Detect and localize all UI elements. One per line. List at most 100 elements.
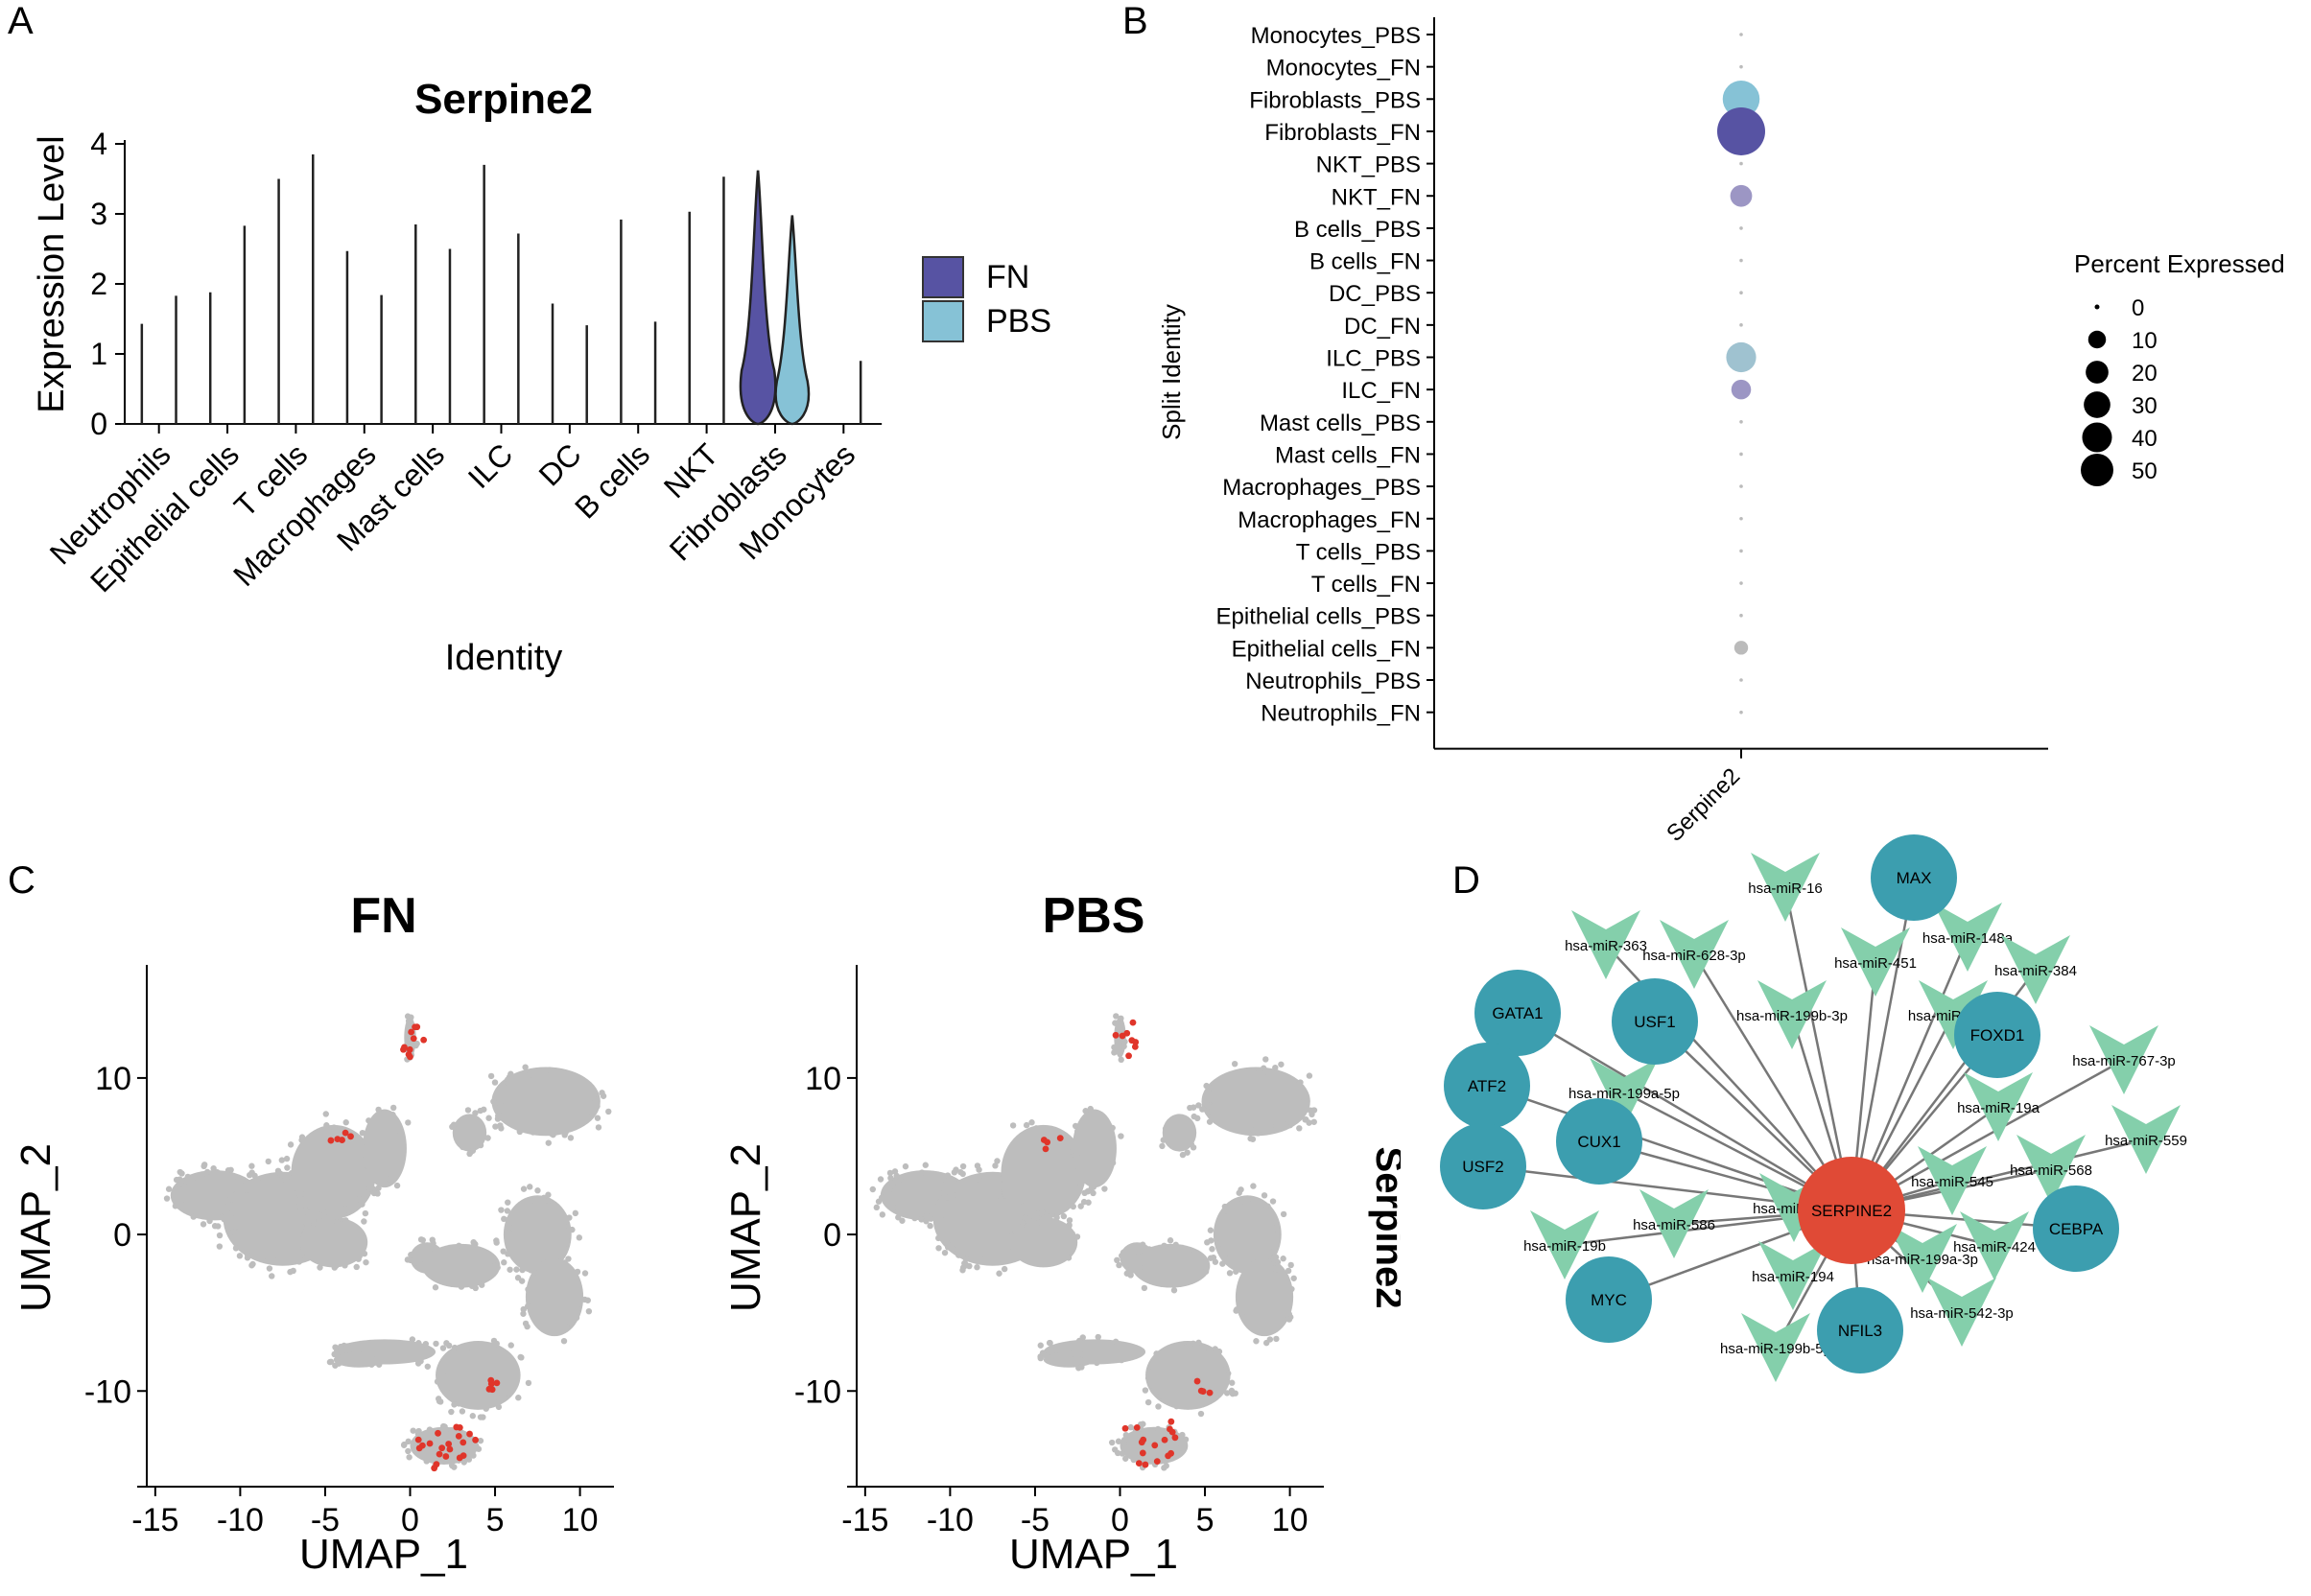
network-mirna-label: hsa-miR-199a-5p bbox=[1568, 1086, 1680, 1102]
umap-cell-point bbox=[278, 1157, 286, 1163]
umap-cell-point bbox=[464, 1107, 472, 1114]
umap-cell-point bbox=[520, 1305, 527, 1313]
umap-cell-point bbox=[1012, 1228, 1020, 1235]
umap-expressing-point bbox=[347, 1133, 354, 1140]
umap-cell-point bbox=[342, 1262, 348, 1269]
umap-cell-point bbox=[516, 1128, 524, 1136]
network-tf-node bbox=[1954, 992, 2040, 1078]
umap-cell-point bbox=[214, 1168, 221, 1176]
dot-size-legend-label: 10 bbox=[2132, 328, 2158, 354]
network-mirna-node bbox=[1741, 1313, 1810, 1382]
umap-cell-point bbox=[432, 1284, 439, 1291]
umap-cell-point bbox=[1112, 1338, 1120, 1346]
umap-cell-point bbox=[1082, 1108, 1089, 1115]
umap-cell-point bbox=[1255, 1130, 1262, 1137]
umap-cell-cluster bbox=[1043, 1351, 1095, 1368]
umap-cell-point bbox=[545, 1197, 553, 1205]
panel-letter-a: A bbox=[8, 0, 34, 42]
umap-cell-point bbox=[962, 1256, 970, 1262]
umap-cell-point bbox=[475, 1445, 483, 1452]
umap-expressing-point bbox=[1042, 1145, 1049, 1153]
umap-expressing-point bbox=[1139, 1449, 1146, 1457]
umap-cell-point bbox=[1002, 1249, 1010, 1256]
umap-ylabel: UMAP_2 bbox=[722, 1143, 769, 1312]
umap-cell-point bbox=[899, 1217, 906, 1224]
umap-cell-point bbox=[927, 1222, 933, 1230]
umap-cell-point bbox=[1095, 1176, 1101, 1184]
network-mirna-node bbox=[1530, 1210, 1599, 1279]
umap-cell-point bbox=[518, 1278, 526, 1284]
umap-cell-point bbox=[458, 1283, 465, 1290]
umap-cell-point bbox=[1115, 1438, 1122, 1444]
umap-cell-point bbox=[1118, 1056, 1124, 1064]
umap-cell-point bbox=[210, 1164, 217, 1172]
umap-expressing-point bbox=[485, 1385, 493, 1393]
umap-cell-point bbox=[295, 1199, 303, 1206]
umap-cell-point bbox=[519, 1266, 526, 1274]
network-tf-label: MYC bbox=[1591, 1291, 1627, 1309]
dot-size-legend-circle bbox=[2094, 304, 2100, 310]
umap-cell-point bbox=[997, 1176, 1003, 1183]
dot-y-tick-label: Mast cells_PBS bbox=[1260, 411, 1421, 436]
network-tf-label: USF2 bbox=[1462, 1158, 1503, 1176]
umap-cell-point bbox=[1016, 1224, 1023, 1231]
umap-cell-point bbox=[1212, 1346, 1218, 1352]
umap-cell-point bbox=[1269, 1198, 1277, 1205]
umap-cell-point bbox=[1178, 1444, 1185, 1451]
umap-cell-point bbox=[1157, 1393, 1164, 1399]
umap-cell-point bbox=[216, 1243, 224, 1250]
umap-y-tick-label: -10 bbox=[84, 1373, 131, 1410]
umap-y-tick-label: 0 bbox=[823, 1217, 841, 1254]
umap-cell-point bbox=[941, 1249, 949, 1256]
umap-expressing-point bbox=[342, 1129, 349, 1137]
umap-cell-point bbox=[1226, 1270, 1234, 1277]
umap-cell-cluster bbox=[436, 1341, 521, 1410]
umap-cell-point bbox=[244, 1255, 251, 1261]
umap-cell-point bbox=[1273, 1335, 1280, 1343]
umap-cell-point bbox=[1221, 1251, 1228, 1257]
umap-cell-point bbox=[886, 1185, 893, 1191]
umap-cell-point bbox=[599, 1090, 605, 1096]
umap-cell-point bbox=[479, 1281, 485, 1288]
umap-cell-point bbox=[527, 1184, 533, 1190]
network-mirna-label: hsa-miR-628-3p bbox=[1642, 948, 1746, 964]
umap-cell-point bbox=[1090, 1189, 1097, 1197]
network-mirna-label: hsa-miR-148a bbox=[1922, 930, 2014, 947]
umap-cell-point bbox=[1109, 1160, 1117, 1166]
umap-cell-point bbox=[1116, 1261, 1122, 1269]
umap-cell-point bbox=[605, 1108, 612, 1115]
umap-x-tick-label: 10 bbox=[562, 1502, 599, 1538]
umap-cell-point bbox=[1262, 1056, 1269, 1063]
dot-point bbox=[1739, 291, 1743, 295]
umap-y-tick-label: 0 bbox=[113, 1217, 131, 1254]
umap-cell-point bbox=[1002, 1191, 1009, 1199]
dot-y-tick-label: Monocytes_FN bbox=[1266, 56, 1421, 82]
umap-cell-point bbox=[1179, 1151, 1187, 1159]
umap-cell-point bbox=[1037, 1354, 1044, 1362]
network-mirna-label: hsa-miR-545 bbox=[1911, 1174, 1993, 1190]
umap-cell-point bbox=[497, 1104, 504, 1111]
umap-x-tick-label: -15 bbox=[131, 1502, 178, 1538]
network-mirna-node bbox=[1960, 1211, 2029, 1280]
umap-cell-point bbox=[1249, 1196, 1257, 1204]
umap-cell-point bbox=[409, 1336, 416, 1343]
umap-expressing-point bbox=[1112, 1031, 1120, 1039]
umap-cell-point bbox=[1119, 1450, 1126, 1457]
umap-cell-point bbox=[1065, 1255, 1073, 1261]
umap-cell-point bbox=[964, 1182, 971, 1188]
umap-expressing-point bbox=[327, 1137, 335, 1144]
umap-cell-point bbox=[331, 1350, 338, 1358]
umap-cell-point bbox=[284, 1164, 291, 1171]
dot-size-legend-title: Percent Expressed bbox=[2074, 249, 2285, 278]
umap-cell-point bbox=[1262, 1206, 1269, 1213]
dot-y-tick-label: Macrophages_FN bbox=[1238, 507, 1421, 533]
umap-cell-point bbox=[1122, 1431, 1130, 1439]
umap-cell-point bbox=[182, 1178, 190, 1185]
umap-cell-point bbox=[1120, 1249, 1127, 1256]
umap-expressing-point bbox=[408, 1028, 415, 1036]
umap-cell-point bbox=[451, 1344, 459, 1351]
umap-cell-point bbox=[534, 1270, 542, 1277]
umap-cell-point bbox=[1199, 1106, 1206, 1113]
umap-cell-point bbox=[1111, 1044, 1118, 1051]
umap-cell-point bbox=[1200, 1345, 1207, 1351]
